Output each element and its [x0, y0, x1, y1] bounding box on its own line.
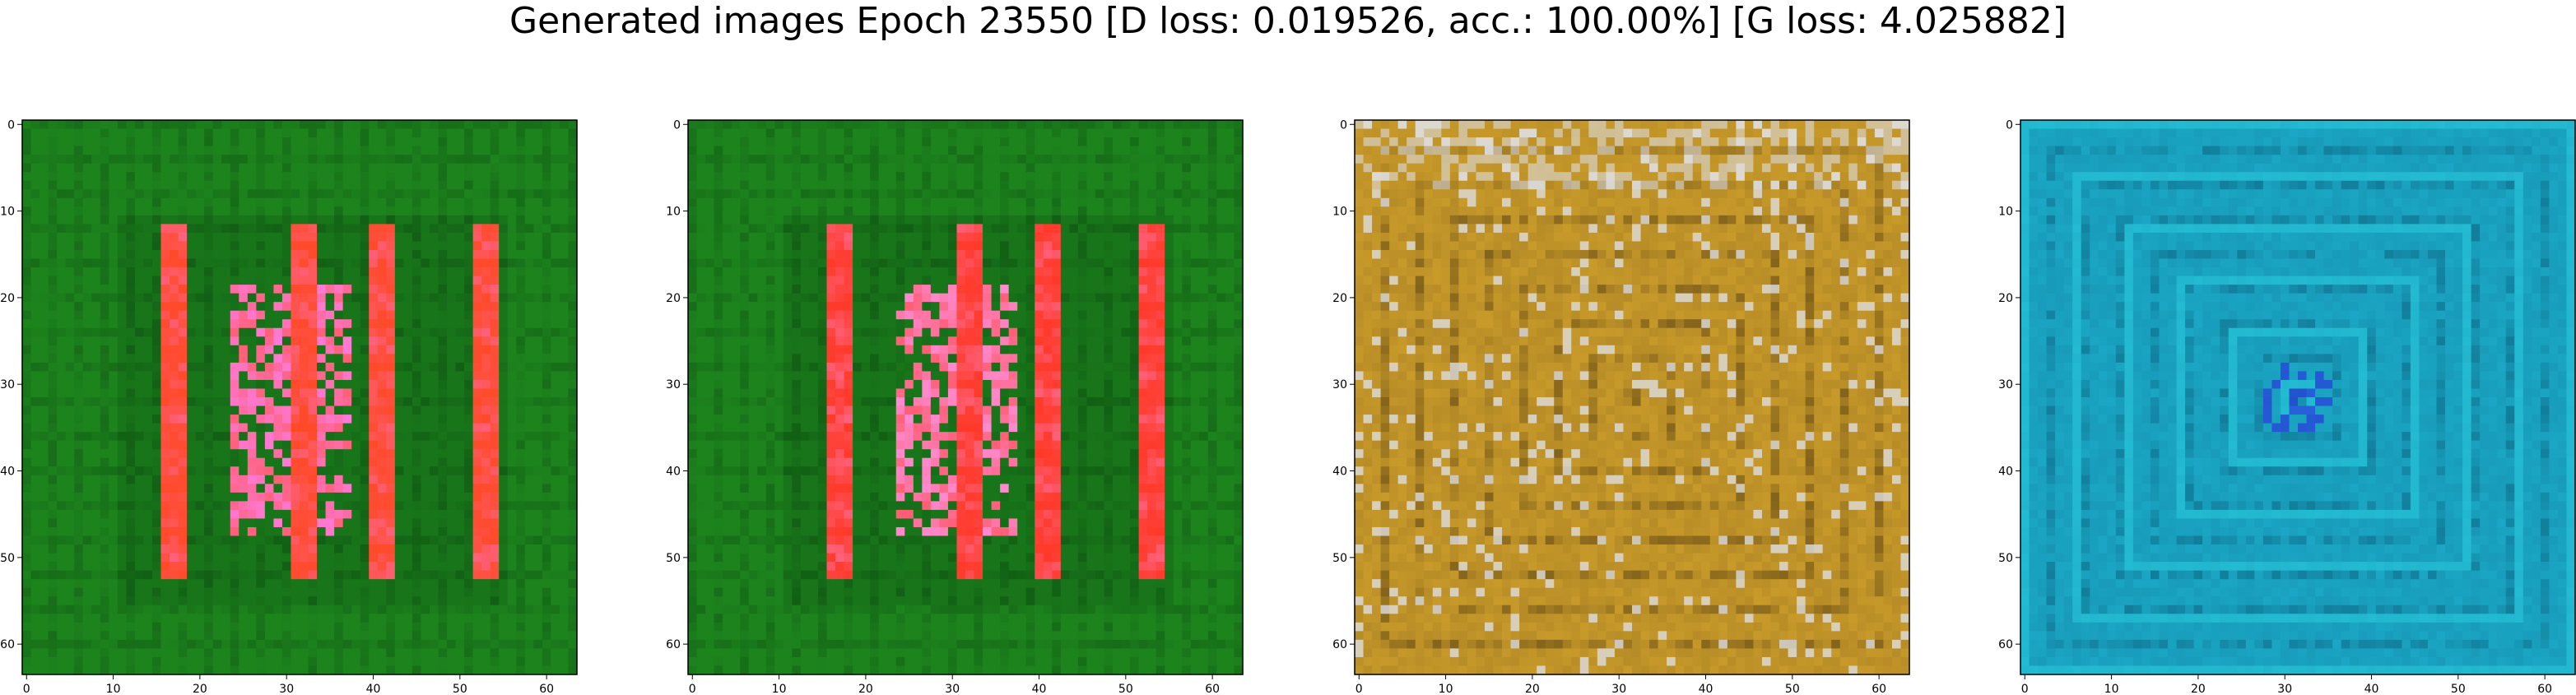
panel-4: 0 10 20 30 40 50 60 0 10 20 30 40 50 60: [1998, 118, 2575, 695]
x-tick-label: 40: [1032, 683, 1047, 695]
x-tick-label: 50: [453, 683, 467, 695]
y-tick-label: 40: [1332, 466, 1347, 479]
generated-image: [22, 120, 578, 675]
generated-image: [2020, 120, 2576, 675]
y-tick-label: 50: [666, 552, 681, 565]
x-tick-label: 50: [1118, 683, 1133, 695]
y-tick-label: 10: [666, 206, 681, 219]
y-tick-label: 0: [7, 118, 15, 132]
y-tick-label: 30: [1998, 378, 2013, 392]
x-tick-label: 0: [2021, 683, 2029, 695]
x-tick-label: 0: [689, 683, 696, 695]
y-tick-label: 0: [673, 118, 681, 132]
y-tick-label: 40: [1998, 466, 2013, 479]
y-tick-label: 30: [1332, 378, 1347, 392]
x-tick-label: 30: [1611, 683, 1626, 695]
panel-3: 0 10 20 30 40 50 60 0 10 20 30 40 50 60: [1332, 118, 1909, 695]
x-tick-label: 30: [945, 683, 960, 695]
x-tick-label: 60: [539, 683, 554, 695]
y-tick-label: 20: [1332, 292, 1347, 305]
x-tick-label: 40: [366, 683, 381, 695]
y-tick-label: 10: [1998, 206, 2013, 219]
x-tick-label: 10: [1439, 683, 1453, 695]
y-tick-label: 60: [1998, 638, 2013, 651]
x-tick-label: 30: [279, 683, 294, 695]
x-tick-label: 0: [23, 683, 30, 695]
y-tick-label: 50: [1998, 552, 2013, 565]
x-tick-label: 10: [772, 683, 787, 695]
x-tick-label: 30: [2277, 683, 2292, 695]
y-tick-label: 60: [666, 638, 681, 651]
x-tick-label: 50: [1785, 683, 1800, 695]
x-tick-label: 60: [2537, 683, 2552, 695]
y-tick-label: 50: [1332, 552, 1347, 565]
panel-1: 0 10 20 30 40 50 60 0 10 20 30 40 50 60: [0, 118, 577, 695]
x-tick-label: 20: [1525, 683, 1540, 695]
generated-image: [1355, 120, 1910, 675]
y-tick-label: 0: [2006, 118, 2013, 132]
y-tick-label: 20: [1998, 292, 2013, 305]
y-tick-label: 20: [666, 292, 681, 305]
y-tick-label: 30: [0, 378, 15, 392]
x-tick-label: 50: [2451, 683, 2466, 695]
y-tick-label: 60: [1332, 638, 1347, 651]
y-tick-label: 40: [0, 466, 15, 479]
x-tick-label: 20: [858, 683, 873, 695]
x-tick-label: 20: [2191, 683, 2206, 695]
y-tick-label: 0: [1340, 118, 1347, 132]
y-tick-label: 10: [1332, 206, 1347, 219]
x-tick-label: 20: [193, 683, 207, 695]
x-tick-label: 60: [1872, 683, 1886, 695]
x-tick-label: 60: [1205, 683, 1220, 695]
y-tick-label: 60: [0, 638, 15, 651]
x-tick-label: 40: [2364, 683, 2379, 695]
y-tick-label: 20: [0, 292, 15, 305]
x-tick-label: 0: [1355, 683, 1363, 695]
x-tick-label: 40: [1699, 683, 1713, 695]
y-tick-label: 40: [666, 466, 681, 479]
panel-2: 0 10 20 30 40 50 60 0 10 20 30 40 50 60: [666, 118, 1243, 695]
y-tick-label: 50: [0, 552, 15, 565]
y-tick-label: 10: [0, 206, 15, 219]
x-tick-label: 10: [106, 683, 121, 695]
x-tick-label: 10: [2104, 683, 2119, 695]
y-tick-label: 30: [666, 378, 681, 392]
generated-image: [688, 120, 1244, 675]
